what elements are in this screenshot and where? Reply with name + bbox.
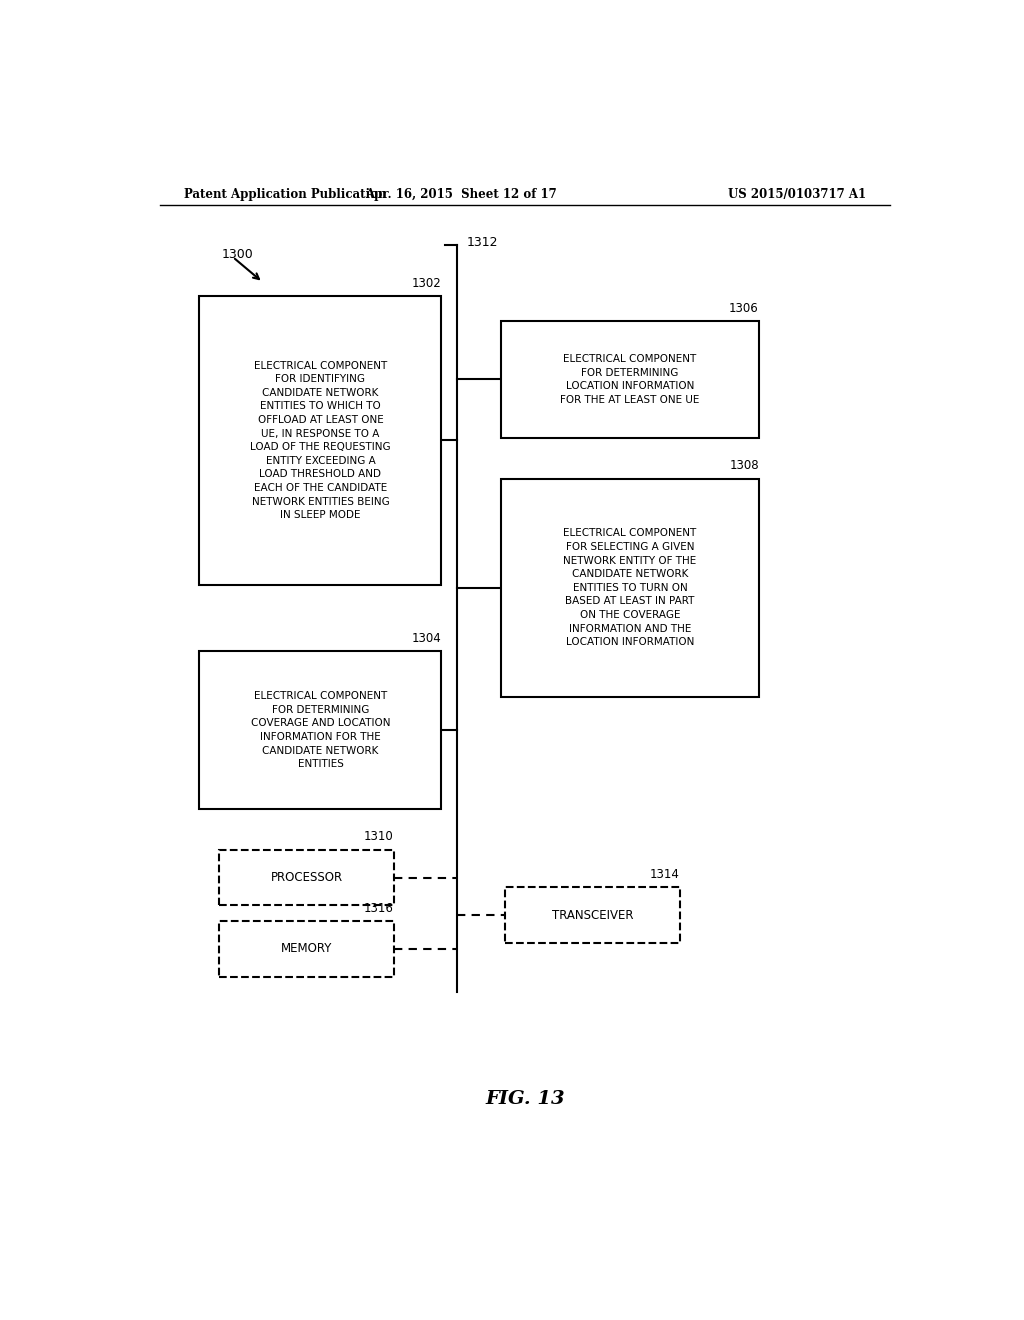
Text: 1300: 1300 [221, 248, 253, 261]
Text: 1302: 1302 [412, 276, 441, 289]
Text: PROCESSOR: PROCESSOR [270, 871, 343, 884]
Bar [219, 921, 394, 977]
Text: ELECTRICAL COMPONENT
FOR DETERMINING
LOCATION INFORMATION
FOR THE AT LEAST ONE U: ELECTRICAL COMPONENT FOR DETERMINING LOC… [560, 354, 699, 405]
Text: 1316: 1316 [364, 902, 394, 915]
Text: TRANSCEIVER: TRANSCEIVER [552, 908, 633, 921]
Text: 1312: 1312 [467, 236, 499, 249]
Bar [200, 651, 441, 809]
Bar [219, 850, 394, 906]
Text: 1304: 1304 [412, 632, 441, 645]
Text: 1308: 1308 [729, 459, 759, 473]
Text: 1310: 1310 [365, 830, 394, 843]
Bar [501, 479, 759, 697]
Text: ELECTRICAL COMPONENT
FOR SELECTING A GIVEN
NETWORK ENTITY OF THE
CANDIDATE NETWO: ELECTRICAL COMPONENT FOR SELECTING A GIV… [563, 528, 696, 647]
Bar [501, 321, 759, 438]
Text: 1314: 1314 [649, 869, 680, 880]
Text: US 2015/0103717 A1: US 2015/0103717 A1 [728, 189, 866, 202]
Text: ELECTRICAL COMPONENT
FOR DETERMINING
COVERAGE AND LOCATION
INFORMATION FOR THE
C: ELECTRICAL COMPONENT FOR DETERMINING COV… [251, 692, 390, 770]
Text: 1306: 1306 [729, 302, 759, 315]
Bar [200, 296, 441, 585]
Text: Patent Application Publication: Patent Application Publication [183, 189, 386, 202]
Bar [505, 887, 680, 942]
Text: MEMORY: MEMORY [281, 942, 332, 956]
Text: ELECTRICAL COMPONENT
FOR IDENTIFYING
CANDIDATE NETWORK
ENTITIES TO WHICH TO
OFFL: ELECTRICAL COMPONENT FOR IDENTIFYING CAN… [250, 360, 391, 520]
Text: Apr. 16, 2015  Sheet 12 of 17: Apr. 16, 2015 Sheet 12 of 17 [366, 189, 557, 202]
Text: FIG. 13: FIG. 13 [485, 1089, 564, 1107]
